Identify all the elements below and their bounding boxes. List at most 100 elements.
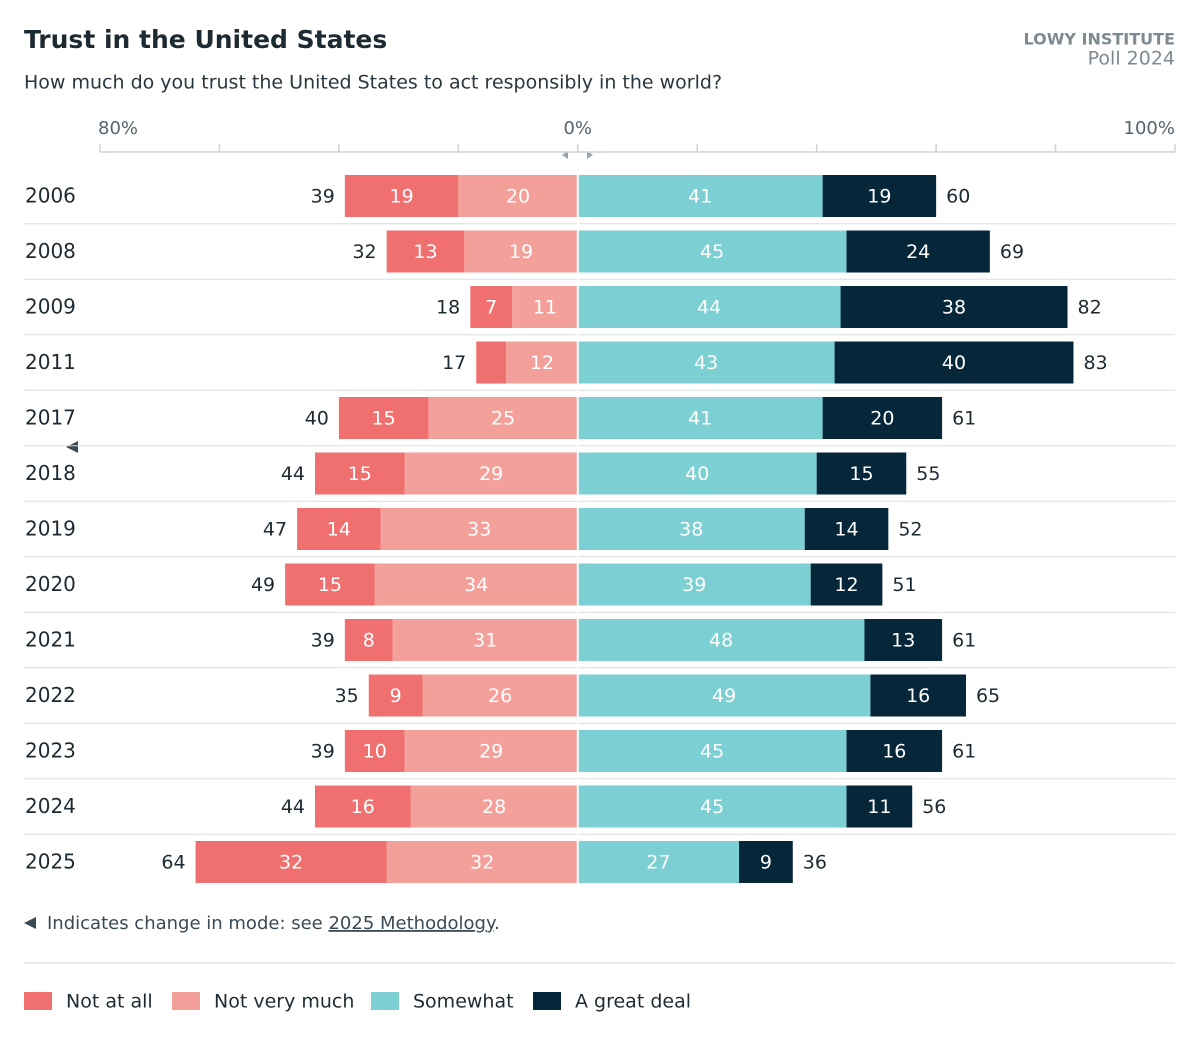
- value-label: 7: [485, 297, 497, 319]
- mode-change-marker: [66, 441, 78, 453]
- total-label: 51: [892, 574, 916, 596]
- chart-subtitle: How much do you trust the United States …: [24, 72, 722, 94]
- bar-segment: [577, 674, 871, 717]
- value-label: 26: [488, 685, 512, 707]
- value-label: 8: [363, 630, 375, 652]
- bar-segment: [344, 175, 459, 217]
- bar-segment: [368, 674, 423, 717]
- bar-segment: [404, 730, 578, 772]
- total-label: 61: [952, 741, 976, 763]
- bar-segment: [846, 785, 913, 828]
- value-label: 49: [712, 685, 736, 707]
- value-label: 15: [849, 463, 873, 485]
- total-label: 55: [916, 463, 940, 485]
- total-label: 32: [352, 241, 376, 263]
- value-label: 40: [942, 352, 966, 374]
- y-label: 2023: [25, 739, 76, 763]
- value-label: 24: [906, 241, 930, 263]
- y-label: 2018: [25, 461, 76, 485]
- brand: LOWY INSTITUTE: [1023, 30, 1175, 49]
- value-label: 28: [482, 796, 506, 818]
- bar-segment: [315, 452, 405, 495]
- total-label: 61: [952, 408, 976, 430]
- bar-segment: [577, 563, 811, 606]
- total-label: 61: [952, 630, 976, 652]
- bar-segment: [392, 619, 578, 661]
- value-label: 13: [891, 630, 915, 652]
- bar-segment: [846, 230, 990, 273]
- bar-segment: [297, 508, 381, 550]
- note-link[interactable]: 2025 Methodology: [328, 913, 496, 934]
- bar-segment: [864, 619, 943, 661]
- bar-segment: [195, 841, 387, 883]
- bar-segment: [577, 286, 841, 328]
- legend-label: Not very much: [214, 991, 354, 1013]
- total-label: 17: [442, 352, 466, 374]
- bar-segment: [464, 230, 578, 273]
- legend-swatch: [371, 992, 399, 1010]
- value-label: 41: [688, 408, 712, 430]
- value-label: 48: [709, 630, 733, 652]
- y-label: 2011: [25, 350, 76, 374]
- legend-label: Somewhat: [413, 991, 514, 1013]
- value-label: 16: [882, 741, 906, 763]
- value-label: 25: [491, 408, 515, 430]
- bar-segment: [506, 341, 578, 384]
- x-tick-label: 80%: [98, 118, 138, 139]
- y-label: 2021: [25, 628, 76, 652]
- y-label: 2017: [25, 406, 76, 430]
- total-label: 44: [281, 463, 305, 485]
- value-label: 9: [390, 685, 402, 707]
- bar-segment: [410, 785, 578, 828]
- total-label: 60: [946, 186, 970, 208]
- value-label: 16: [906, 685, 930, 707]
- note: Indicates change in mode: see 2025 Metho…: [47, 913, 500, 934]
- value-label: 15: [318, 574, 342, 596]
- bar-segment: [386, 230, 465, 273]
- bar-segment: [846, 730, 943, 772]
- bar-segment: [577, 341, 835, 384]
- total-label: 36: [803, 852, 827, 874]
- value-label: 39: [682, 574, 706, 596]
- value-label: 34: [464, 574, 488, 596]
- value-label: 45: [700, 241, 724, 263]
- total-label: 39: [311, 741, 335, 763]
- y-label: 2022: [25, 683, 76, 707]
- bar-segment: [338, 397, 429, 439]
- value-label: 32: [279, 852, 303, 874]
- value-label: 20: [870, 408, 894, 430]
- bar-segment: [577, 452, 817, 495]
- note-end: .: [494, 913, 500, 934]
- value-label: 13: [413, 241, 437, 263]
- value-label: 38: [679, 519, 703, 541]
- value-label: 43: [694, 352, 718, 374]
- bar-segment: [816, 452, 907, 495]
- value-label: 11: [533, 297, 557, 319]
- y-label: 2019: [25, 517, 76, 541]
- value-label: 14: [834, 519, 858, 541]
- bar-segment: [422, 674, 578, 717]
- bar-segment: [512, 286, 578, 328]
- value-label: 45: [700, 741, 724, 763]
- value-label: 15: [372, 408, 396, 430]
- total-label: 47: [263, 519, 287, 541]
- value-label: 27: [646, 852, 670, 874]
- x-tick-label: 0%: [563, 118, 592, 139]
- bar-segment: [458, 175, 578, 217]
- total-label: 56: [922, 796, 946, 818]
- y-label: 2008: [25, 239, 76, 263]
- bar-segment: [577, 230, 847, 273]
- total-label: 44: [281, 796, 305, 818]
- value-label: 19: [509, 241, 533, 263]
- bar-segment: [804, 508, 889, 550]
- total-label: 52: [898, 519, 922, 541]
- bar-segment: [840, 286, 1068, 328]
- bar-segment: [428, 397, 578, 439]
- total-label: 18: [436, 297, 460, 319]
- legend-swatch: [24, 992, 52, 1010]
- note-link-text[interactable]: 2025 Methodology: [328, 913, 496, 934]
- bar-segment: [344, 619, 393, 661]
- value-label: 44: [697, 297, 721, 319]
- total-label: 39: [311, 186, 335, 208]
